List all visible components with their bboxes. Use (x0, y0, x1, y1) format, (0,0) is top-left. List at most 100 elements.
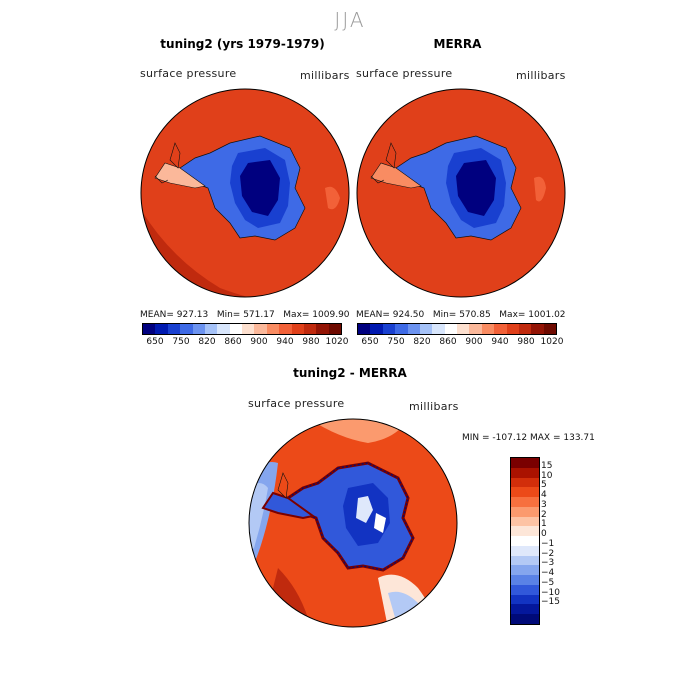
colorbar-swatch (303, 324, 317, 334)
colorbar-tick-label: 2 (541, 509, 547, 520)
colorbar-swatch (370, 324, 383, 334)
colorbar-tick-label: 980 (302, 337, 320, 347)
left-colorbar-ticks: 650 750 820 860 900 940 980 1020 (142, 337, 350, 347)
colorbar-tick-label: −1 (541, 538, 555, 549)
colorbar-tick-label: −15 (541, 597, 560, 608)
colorbar-swatch (518, 324, 532, 334)
colorbar-tick-label: −10 (541, 587, 560, 598)
season-title: JJA (334, 8, 366, 32)
right-min: Min= 570.85 (432, 310, 491, 320)
left-max: Max= 1009.90 (283, 310, 350, 320)
colorbar-swatch (511, 497, 539, 507)
colorbar-swatch (291, 324, 304, 334)
colorbar-swatch (543, 324, 556, 334)
colorbar-tick-label: 4 (541, 490, 547, 501)
colorbar-swatch (511, 545, 539, 556)
colorbar-swatch (481, 324, 495, 334)
right-variable-label: surface pressure (356, 67, 453, 80)
colorbar-swatch (382, 324, 396, 334)
diff-polar-map (248, 418, 458, 628)
right-max: Max= 1001.02 (499, 310, 566, 320)
colorbar-tick-label: 1 (541, 519, 547, 530)
colorbar-tick-label: 3 (541, 499, 547, 510)
colorbar-tick-label: 650 (146, 337, 164, 347)
colorbar-swatch (511, 565, 539, 576)
left-mean: MEAN= 927.13 (140, 310, 209, 320)
colorbar-swatch (531, 324, 544, 334)
colorbar-tick-label: −2 (541, 548, 555, 559)
colorbar-tick-label: 860 (224, 337, 242, 347)
left-min: Min= 571.17 (216, 310, 275, 320)
colorbar-tick-label: 820 (198, 337, 216, 347)
colorbar-tick-label: 1020 (540, 337, 564, 347)
colorbar-swatch (167, 324, 181, 334)
colorbar-swatch (279, 324, 292, 334)
colorbar-swatch (217, 324, 230, 334)
colorbar-swatch (192, 324, 205, 334)
colorbar-swatch (266, 324, 280, 334)
left-stats: MEAN= 927.13 Min= 571.17 Max= 1009.90 (140, 310, 350, 320)
colorbar-tick-label: 860 (439, 337, 457, 347)
diff-variable-label: surface pressure (248, 397, 345, 410)
right-units-label: millibars (516, 69, 566, 82)
diff-colorbar (510, 457, 540, 625)
colorbar-tick-label: 980 (517, 337, 535, 347)
colorbar-swatch (511, 604, 539, 615)
colorbar-tick-label: −3 (541, 558, 555, 569)
colorbar-swatch (316, 324, 329, 334)
colorbar-swatch (511, 536, 539, 546)
colorbar-swatch (511, 458, 539, 468)
colorbar-swatch (229, 324, 242, 334)
colorbar-swatch (511, 575, 539, 585)
colorbar-swatch (511, 526, 539, 537)
colorbar-swatch (469, 324, 482, 334)
colorbar-tick-label: −5 (541, 577, 555, 588)
colorbar-tick-label: 0 (541, 529, 547, 540)
colorbar-swatch (407, 324, 420, 334)
colorbar-tick-label: 940 (276, 337, 294, 347)
colorbar-swatch (511, 614, 539, 625)
colorbar-tick-label: 900 (465, 337, 483, 347)
colorbar-swatch (395, 324, 408, 334)
colorbar-swatch (494, 324, 507, 334)
colorbar-swatch (511, 467, 539, 478)
right-panel-title: MERRA (433, 37, 482, 51)
right-stats: MEAN= 924.50 Min= 570.85 Max= 1001.02 (356, 310, 566, 320)
colorbar-swatch (328, 324, 341, 334)
colorbar-swatch (511, 487, 539, 498)
colorbar-swatch (511, 594, 539, 605)
left-polar-map (140, 88, 350, 298)
colorbar-swatch (432, 324, 445, 334)
colorbar-tick-label: 940 (491, 337, 509, 347)
colorbar-tick-label: 5 (541, 480, 547, 491)
colorbar-tick-label: 750 (387, 337, 405, 347)
colorbar-swatch (419, 324, 433, 334)
right-mean: MEAN= 924.50 (356, 310, 425, 320)
colorbar-swatch (204, 324, 218, 334)
left-colorbar (142, 323, 342, 335)
colorbar-swatch (511, 516, 539, 527)
colorbar-tick-label: 1020 (325, 337, 349, 347)
left-variable-label: surface pressure (140, 67, 237, 80)
right-colorbar-ticks: 650 750 820 860 900 940 980 1020 (357, 337, 565, 347)
colorbar-swatch (511, 506, 539, 517)
colorbar-swatch (358, 324, 371, 334)
colorbar-swatch (444, 324, 457, 334)
right-colorbar (357, 323, 557, 335)
colorbar-tick-label: 15 (541, 460, 553, 471)
diff-colorbar-ticks: 15 10 5 4 3 2 1 0 −1 −2 −3 −4 −5 −10 −15 (541, 457, 581, 623)
colorbar-tick-label: 10 (541, 470, 553, 481)
left-units-label: millibars (300, 69, 350, 82)
colorbar-tick-label: 900 (250, 337, 268, 347)
left-panel-title: tuning2 (yrs 1979-1979) (160, 37, 325, 51)
colorbar-swatch (180, 324, 193, 334)
colorbar-swatch (511, 584, 539, 595)
colorbar-tick-label: 650 (361, 337, 379, 347)
colorbar-swatch (254, 324, 267, 334)
colorbar-swatch (506, 324, 519, 334)
colorbar-swatch (457, 324, 470, 334)
diff-minmax: MIN = -107.12 MAX = 133.71 (462, 433, 595, 443)
right-polar-map (356, 88, 566, 298)
colorbar-swatch (143, 324, 156, 334)
colorbar-swatch (242, 324, 255, 334)
